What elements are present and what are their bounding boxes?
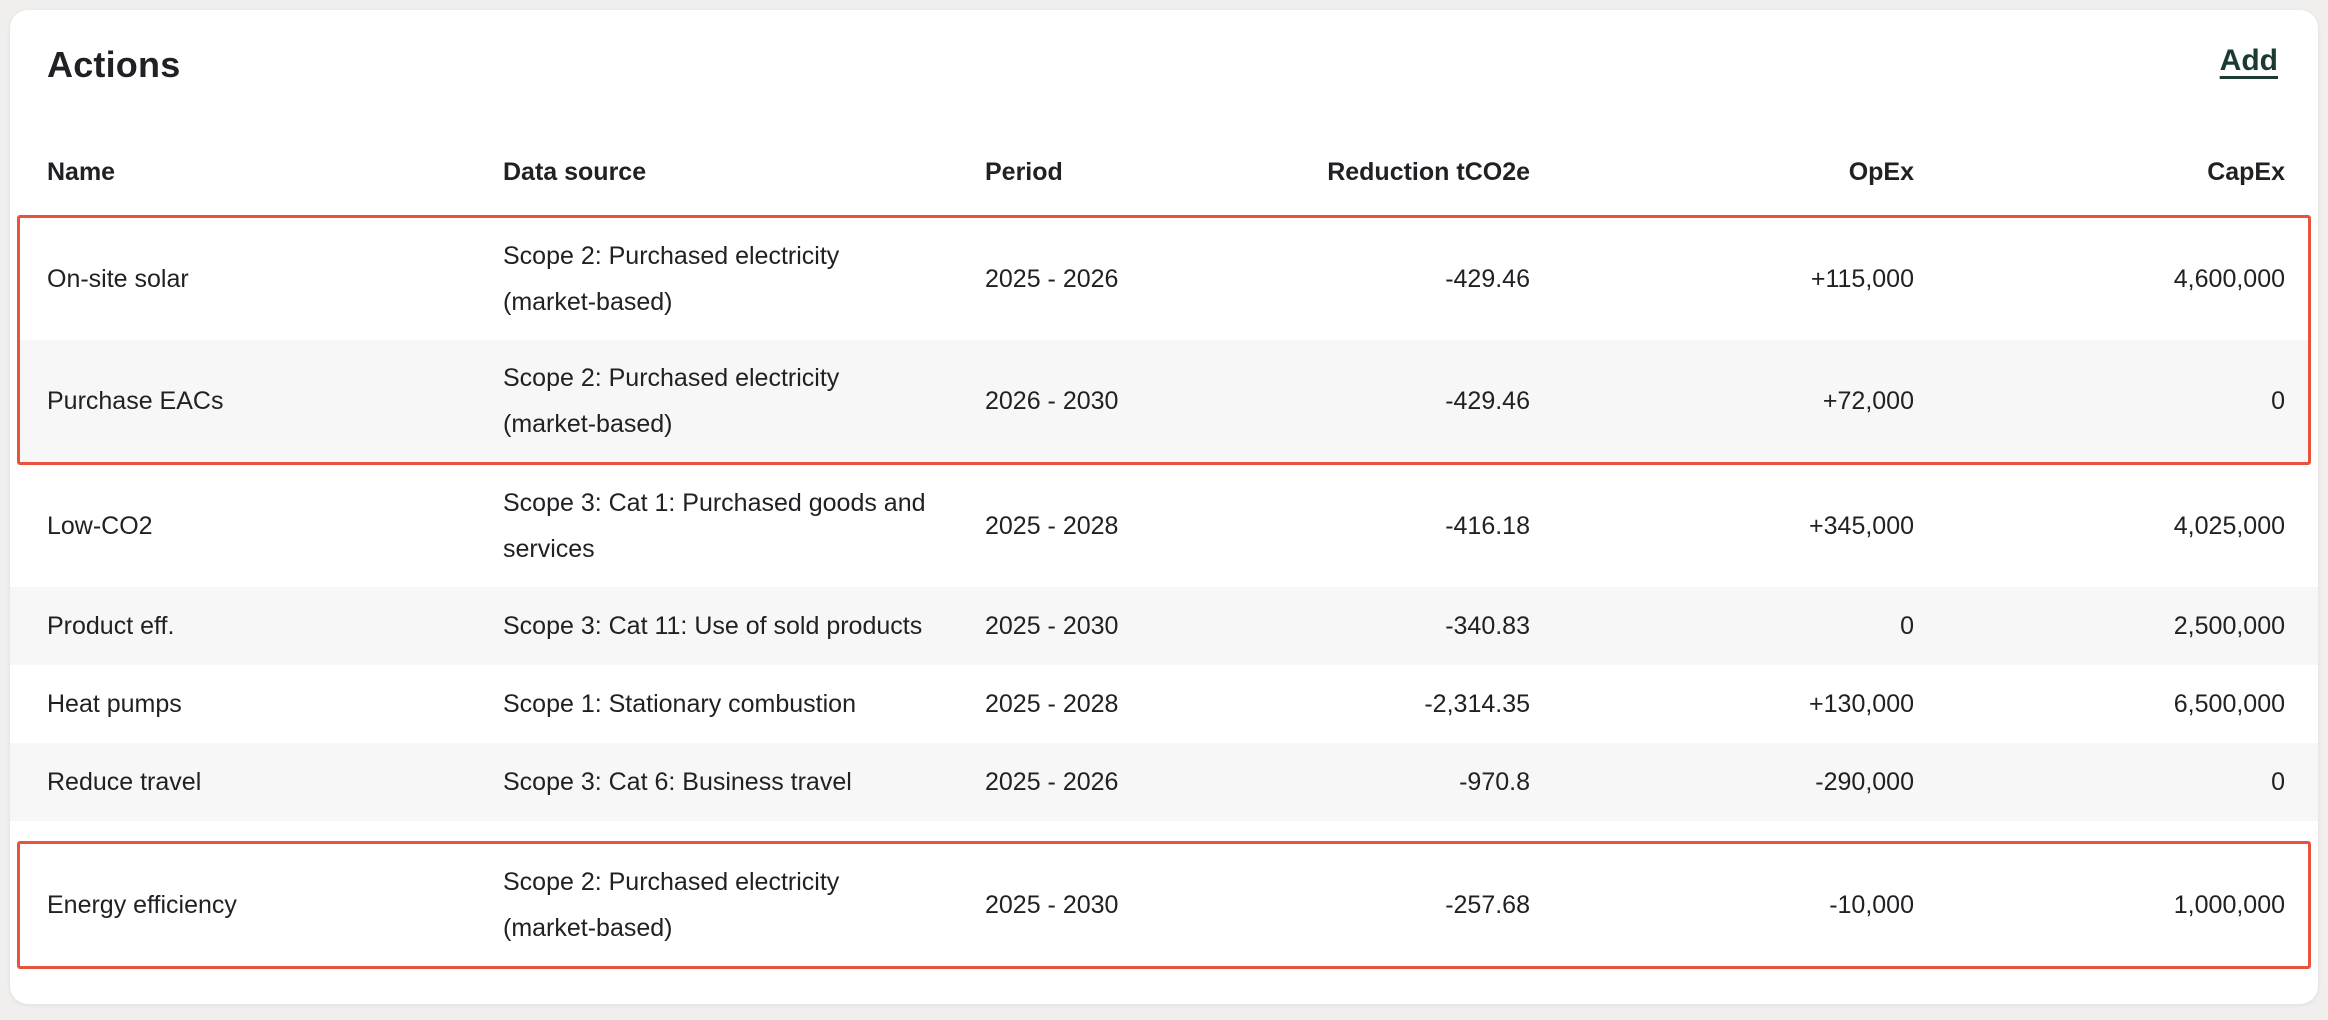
cell-opex: -10,000 [1829,891,1914,919]
cell-name: Reduce travel [47,768,202,796]
cell-data-source: Scope 2: Purchased electricity (market-b… [503,242,840,316]
cell-period: 2025 - 2030 [985,891,1119,919]
table-row[interactable]: Reduce travel Scope 3: Cat 6: Business t… [10,743,2318,821]
cell-opex: +115,000 [1810,265,1914,293]
cell-period: 2025 - 2026 [985,265,1119,293]
cell-opex: 0 [1900,612,1914,640]
cell-period: 2025 - 2028 [985,512,1119,540]
actions-card: Actions Add Name Data source Period Redu… [10,10,2318,1004]
cell-capex: 2,500,000 [2173,612,2285,640]
cell-capex: 4,025,000 [2173,512,2285,540]
col-header-name: Name [47,158,116,186]
highlight-box: Energy efficiency Scope 2: Purchased ele… [17,841,2311,969]
cell-data-source: Scope 3: Cat 11: Use of sold products [503,612,923,640]
table-header-row: Name Data source Period Reduction tCO2e … [10,158,2318,215]
cell-period: 2025 - 2028 [985,690,1119,718]
cell-reduction: -429.46 [1445,387,1530,415]
cell-period: 2025 - 2026 [985,768,1119,796]
cell-name: Heat pumps [47,690,182,718]
cell-name: On-site solar [47,265,189,293]
cell-opex: +72,000 [1822,387,1914,415]
cell-data-source: Scope 1: Stationary combustion [503,690,856,718]
col-header-reduction: Reduction tCO2e [1327,158,1530,186]
cell-capex: 0 [2271,768,2285,796]
cell-opex: +130,000 [1809,690,1914,718]
cell-name: Product eff. [47,612,175,640]
cell-capex: 1,000,000 [2173,891,2285,919]
cell-reduction: -429.46 [1445,265,1530,293]
cell-name: Purchase EACs [47,387,224,415]
table-row[interactable]: Purchase EACs Scope 2: Purchased electri… [20,340,2308,462]
cell-data-source: Scope 2: Purchased electricity (market-b… [503,868,840,942]
table-row[interactable]: Energy efficiency Scope 2: Purchased ele… [20,844,2308,966]
table-row[interactable]: Product eff. Scope 3: Cat 11: Use of sol… [10,587,2318,665]
col-header-period: Period [985,158,1063,186]
cell-reduction: -340.83 [1445,612,1530,640]
cell-name: Energy efficiency [47,891,237,919]
highlight-box: On-site solar Scope 2: Purchased electri… [17,215,2311,465]
cell-data-source: Scope 3: Cat 1: Purchased goods and serv… [503,489,926,563]
cell-reduction: -416.18 [1445,512,1530,540]
cell-reduction: -970.8 [1459,768,1530,796]
cell-opex: +345,000 [1809,512,1914,540]
table-row[interactable]: On-site solar Scope 2: Purchased electri… [20,218,2308,340]
add-button[interactable]: Add [2219,44,2278,77]
actions-table-body: On-site solar Scope 2: Purchased electri… [10,215,2318,969]
col-header-opex: OpEx [1848,158,1914,186]
col-header-capex: CapEx [2207,158,2285,186]
cell-data-source: Scope 3: Cat 6: Business travel [503,768,852,796]
table-row[interactable]: Low-CO2 Scope 3: Cat 1: Purchased goods … [10,465,2318,587]
cell-capex: 0 [2271,387,2285,415]
cell-reduction: -257.68 [1445,891,1530,919]
col-header-data-source: Data source [503,158,647,186]
table-row[interactable]: Heat pumps Scope 1: Stationary combustio… [10,665,2318,743]
page-title: Actions [47,44,181,85]
cell-period: 2026 - 2030 [985,387,1119,415]
cell-data-source: Scope 2: Purchased electricity (market-b… [503,364,840,438]
cell-capex: 4,600,000 [2173,265,2285,293]
cell-reduction: -2,314.35 [1424,690,1530,718]
cell-opex: -290,000 [1815,768,1914,796]
card-header: Actions Add [10,10,2318,86]
cell-period: 2025 - 2030 [985,612,1119,640]
cell-capex: 6,500,000 [2173,690,2285,718]
cell-name: Low-CO2 [47,512,153,540]
